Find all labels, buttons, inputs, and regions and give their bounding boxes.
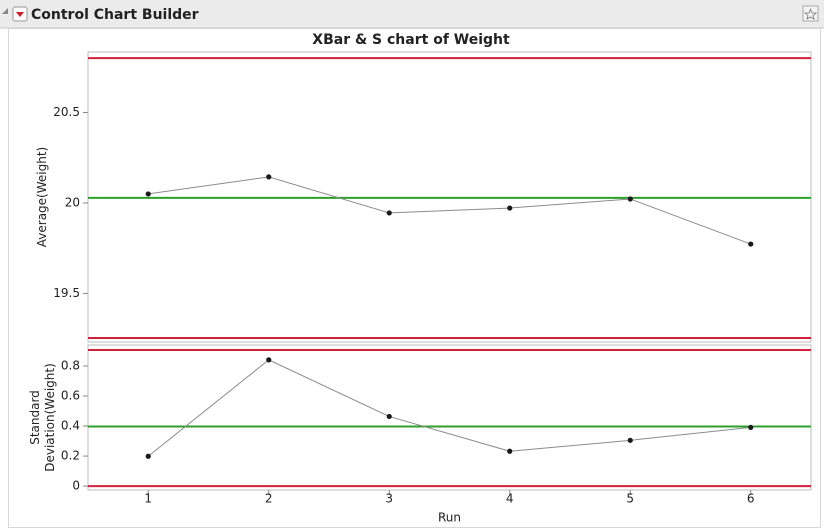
x-tick-label: 3	[385, 492, 393, 506]
pin-icon	[803, 7, 818, 20]
data-line	[147, 359, 751, 457]
data-point	[748, 424, 754, 431]
data-point	[386, 413, 392, 420]
data-point	[386, 210, 392, 216]
y-tick-label: 20.5	[53, 105, 80, 119]
y-tick-label: 20	[65, 195, 80, 209]
y-tick-label: 0.8	[61, 359, 80, 373]
y-tick-label: 19.5	[53, 286, 80, 300]
x-tick-label: 4	[506, 492, 514, 506]
pin-button[interactable]	[802, 5, 819, 22]
plots: 19.5 20 20.5 Average(Weight) 0 0.2 0.4 0.6 0.8 1 2…	[28, 51, 812, 525]
header-bar	[0, 0, 824, 28]
y-axis-label: StandardDeviation(Weight)	[28, 363, 57, 472]
data-line	[148, 176, 751, 245]
data-point	[627, 196, 633, 202]
x-tick-label: 1	[144, 492, 152, 506]
data-point	[748, 241, 754, 247]
y-tick-label: 0.2	[61, 449, 80, 463]
data-point	[145, 191, 151, 197]
data-point	[507, 205, 513, 211]
data-point	[507, 448, 513, 454]
y-axis-label: Average(Weight)	[35, 147, 49, 247]
y-axis-label-line: Average(Weight)	[35, 147, 49, 247]
x-tick-label: 6	[747, 492, 755, 506]
y-tick-label: 0	[72, 479, 80, 493]
data-point	[266, 174, 272, 180]
data-point	[266, 357, 272, 363]
y-tick-label: 0.6	[61, 389, 80, 403]
plot-frame	[87, 344, 812, 491]
data-point	[145, 453, 151, 459]
menu-arrow	[16, 12, 24, 17]
x-tick-label: 5	[626, 492, 634, 506]
y-axis-label-line: Deviation(Weight)	[43, 363, 57, 472]
x-axis-label: Run	[438, 511, 461, 525]
outer-frame	[8, 28, 821, 528]
collapse-icon[interactable]	[2, 8, 8, 14]
window-title: Control Chart Builder	[31, 7, 199, 23]
y-tick-label: 0.4	[61, 419, 80, 433]
x-tick-label: 2	[265, 492, 273, 506]
y-axis-label-line: Standard	[28, 390, 42, 445]
data-point	[627, 437, 633, 443]
chart-title: XBar & S chart of Weight	[312, 32, 510, 48]
